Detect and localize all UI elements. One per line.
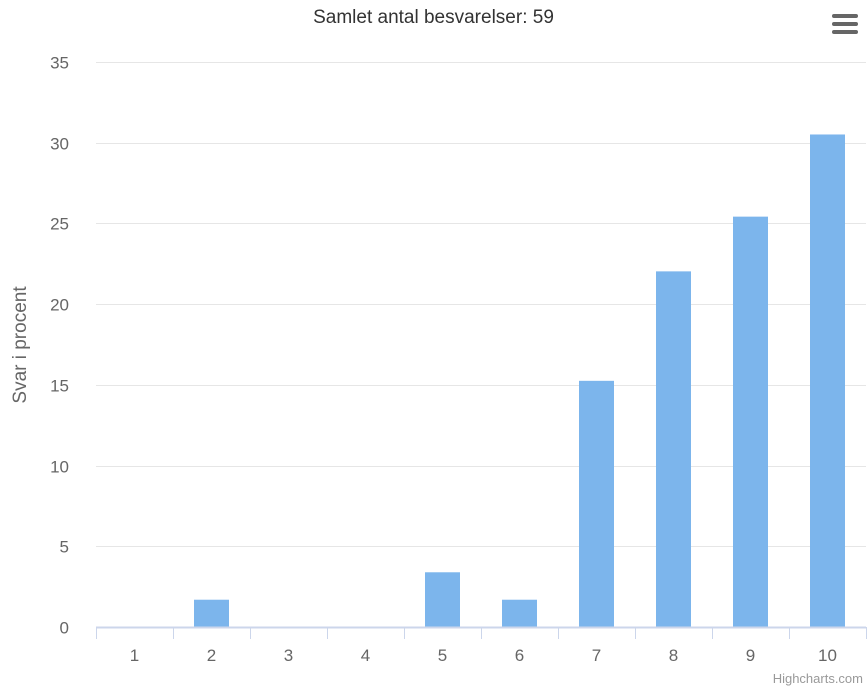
bar-series — [194, 134, 845, 628]
y-tick-label: 25 — [50, 215, 69, 234]
y-tick-label: 30 — [50, 135, 69, 154]
y-tick-label: 20 — [50, 296, 69, 315]
y-tick-label: 35 — [50, 54, 69, 73]
x-tick-label: 7 — [592, 646, 601, 665]
x-tick-label: 6 — [515, 646, 524, 665]
y-axis: 0 5 10 15 20 25 30 35 — [50, 54, 69, 638]
chart-title: Samlet antal besvarelser: 59 — [313, 7, 554, 28]
x-tick-label: 9 — [746, 646, 755, 665]
y-tick-label: 15 — [50, 377, 69, 396]
x-tick-label: 4 — [361, 646, 370, 665]
x-axis: 1 2 3 4 5 6 7 8 9 10 — [96, 626, 867, 665]
bar — [656, 271, 691, 627]
bar — [810, 134, 845, 627]
x-tick-label: 1 — [130, 646, 139, 665]
x-tick-label: 5 — [438, 646, 447, 665]
x-tick-label: 2 — [207, 646, 216, 665]
bar — [502, 599, 537, 627]
bar — [579, 380, 614, 627]
bar — [425, 572, 460, 627]
bar — [733, 216, 768, 628]
y-axis-label: Svar i procent — [10, 286, 31, 404]
x-tick-label: 10 — [818, 646, 837, 665]
chart-menu-button[interactable] — [829, 10, 861, 38]
y-tick-label: 10 — [50, 458, 69, 477]
bar — [194, 599, 229, 627]
y-tick-label: 0 — [60, 619, 69, 638]
y-tick-label: 5 — [60, 538, 69, 557]
highcharts-credit-link[interactable]: Highcharts.com — [772, 671, 863, 686]
x-tick-label: 8 — [669, 646, 678, 665]
x-tick-label: 3 — [284, 646, 293, 665]
